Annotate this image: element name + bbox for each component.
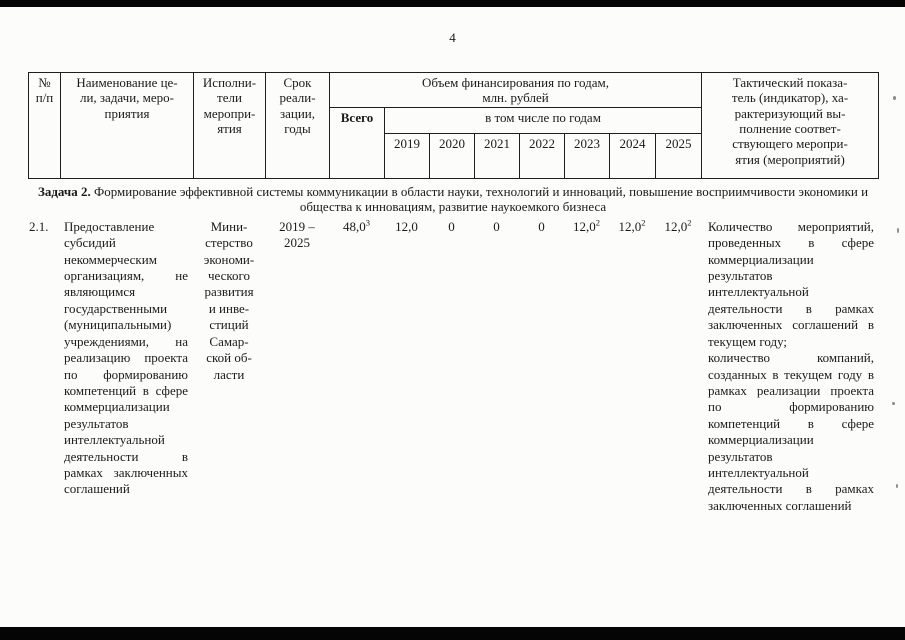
table-header: № п/п Наименование це- ли, задачи, меро-… — [28, 72, 880, 179]
header-cell-num: № п/п — [28, 72, 61, 179]
value-footnote: 3 — [365, 217, 370, 228]
table-row: 2.1. Предоставление субсидий некоммерчес… — [28, 217, 878, 514]
header-year-2024: 2024 — [609, 132, 656, 179]
scan-edge-top — [0, 0, 905, 7]
task-text: Формирование эффективной системы коммуни… — [93, 183, 869, 215]
header-cell-total: Всего — [329, 106, 385, 179]
row-value-total: 48,03 — [329, 217, 384, 514]
scan-speck — [893, 96, 896, 100]
row-value-2019: 12,0 — [384, 219, 429, 514]
indicator-paragraph: количество компаний, созданных в текущем… — [708, 350, 874, 513]
row-value-2024: 12,02 — [609, 217, 655, 514]
header-year-2025: 2025 — [654, 132, 703, 179]
scan-speck — [896, 484, 898, 488]
header-year-2019: 2019 — [384, 132, 430, 179]
page-number: 4 — [449, 30, 456, 45]
header-cell-term: Срок реали- зации, годы — [265, 72, 330, 179]
task-label: Задача 2. — [37, 183, 91, 199]
value-base: 0 — [538, 218, 545, 234]
header-year-2023: 2023 — [564, 132, 610, 179]
value-base: 12,0 — [618, 218, 642, 234]
scan-speck — [892, 402, 895, 405]
row-number: 2.1. — [29, 218, 49, 234]
task-row: Задача 2. Формирование эффективной систе… — [28, 184, 878, 215]
value-footnote: 2 — [687, 217, 692, 228]
header-year-2021: 2021 — [474, 132, 520, 179]
program-table: № п/п Наименование це- ли, задачи, меро-… — [28, 72, 880, 514]
row-name: Предоставление субсидий некоммерческим о… — [64, 218, 188, 497]
row-value-2022: 0 — [519, 219, 564, 514]
row-value-2021: 0 — [474, 219, 519, 514]
value-base: 0 — [448, 218, 455, 234]
row-value-2025: 12,02 — [655, 217, 701, 514]
header-cell-name: Наименование це- ли, задачи, меро- прият… — [60, 72, 194, 179]
value-footnote: 2 — [641, 217, 646, 228]
header-cell-indicator: Тактический показа- тель (индикатор), ха… — [701, 72, 880, 179]
value-footnote: 2 — [595, 217, 600, 228]
header-cell-executor: Исполни- тели меропри- ятия — [193, 72, 266, 179]
row-indicator: Количество мероприятий, проведенных в сф… — [701, 219, 878, 514]
row-value-2023: 12,02 — [564, 217, 609, 514]
value-base: 0 — [493, 218, 500, 234]
indicator-paragraph: Количество мероприятий, проведенных в сф… — [708, 218, 874, 349]
value-base: 12,0 — [664, 218, 688, 234]
value-base: 12,0 — [573, 218, 596, 234]
row-value-2020: 0 — [429, 219, 474, 514]
scan-speck — [897, 228, 899, 233]
value-base: 48,0 — [343, 218, 366, 234]
header-year-2022: 2022 — [519, 132, 565, 179]
header-cell-by-years: в том числе по годам — [383, 106, 703, 134]
header-cell-financing: Объем финансирования по годам, млн. рубл… — [328, 72, 703, 108]
row-executor: Мини- стерство экономи- ческого развития… — [203, 218, 255, 382]
scan-edge-bottom — [0, 627, 905, 640]
value-base: 12,0 — [395, 218, 418, 234]
row-term: 2019 – 2025 — [279, 218, 315, 251]
header-year-2020: 2020 — [429, 132, 475, 179]
